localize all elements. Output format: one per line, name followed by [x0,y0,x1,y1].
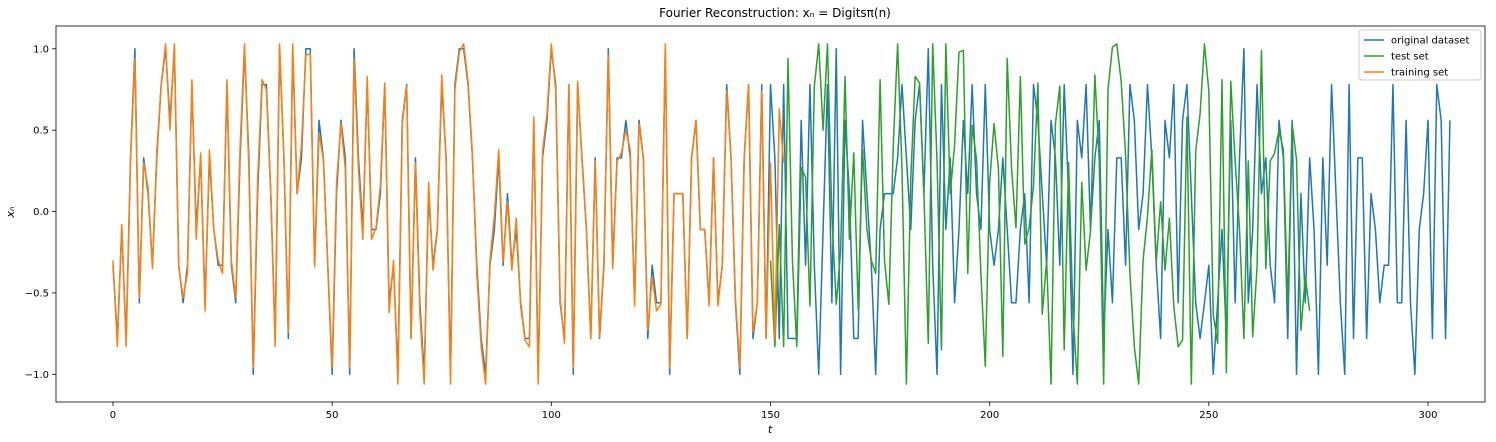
legend-box [1358,29,1482,81]
x-axis-label: t [768,423,773,436]
plot-frame [55,25,1486,403]
y-axis-label: xₙ [4,207,17,219]
y-tick-label: −1.0 [25,370,49,381]
axes: 0 50 100 150 200 250 300 −1.0 −0.5 0.0 0.5 1.0 [25,25,1486,421]
chart-title: Fourier Reconstruction: xₙ = Digitsπ(n) [659,6,891,20]
y-tick-label: 1.0 [33,44,49,55]
y-tick-label: 0.5 [33,126,49,137]
legend: original dataset test set training set [1358,29,1482,81]
plot-area [112,43,1451,385]
legend-label: training set [1391,68,1448,79]
x-tick-label: 300 [1418,410,1437,421]
y-tick-label: −0.5 [25,288,49,299]
x-tick-label: 250 [1199,410,1218,421]
series-line-training-set [112,43,785,385]
x-tick-label: 0 [110,410,116,421]
legend-label: original dataset [1391,36,1469,47]
x-tick-label: 150 [761,410,780,421]
x-tick-label: 50 [326,410,339,421]
legend-label: test set [1391,52,1429,63]
y-tick-label: 0.0 [33,207,49,218]
x-tick-label: 100 [542,410,561,421]
series-line-test-set [769,43,1311,385]
x-tick-label: 200 [980,410,999,421]
